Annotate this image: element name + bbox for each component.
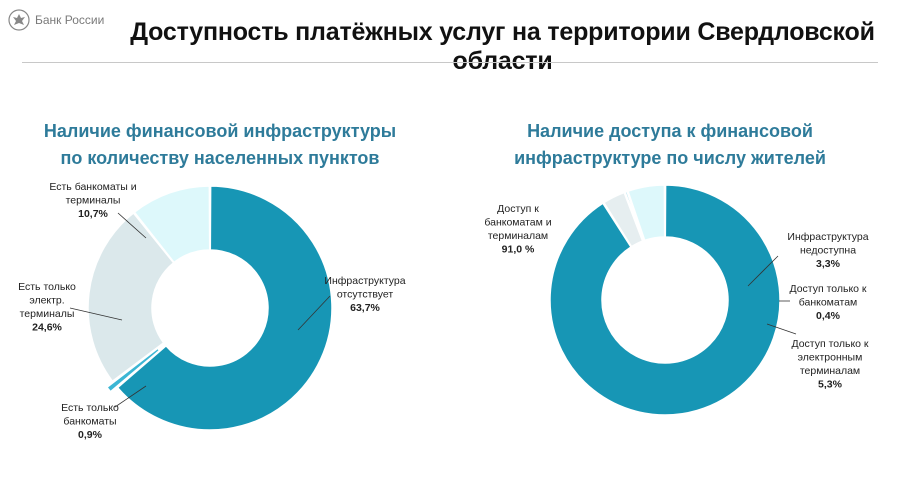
- chart-title-line: Наличие финансовой инфраструктуры: [43, 121, 397, 141]
- slice-label-line: банкоматам и: [484, 217, 551, 229]
- title-divider: [22, 62, 878, 63]
- slice-label-line: электр.: [29, 295, 64, 307]
- donut-slice: [87, 211, 175, 383]
- slice-value: 3,3%: [816, 258, 841, 270]
- slice-label-line: терминалы: [20, 308, 75, 320]
- slice-value: 10,7%: [78, 208, 108, 220]
- slice-value: 91,0 %: [502, 244, 535, 256]
- chart-title-left: Наличие финансовой инфраструктуры по кол…: [0, 118, 440, 172]
- slice-label-line: банкоматы: [63, 416, 116, 428]
- leader-line: [117, 212, 147, 239]
- chart-title-line: инфраструктуре по числу жителей: [514, 148, 826, 168]
- chart-title-line: Наличие доступа к финансовой: [527, 121, 813, 141]
- slice-label-line: терминалам: [488, 230, 548, 242]
- slice-label-line: Есть только: [61, 402, 119, 414]
- slice-value: 5,3%: [818, 379, 843, 391]
- slice-label-line: Доступ к: [497, 203, 539, 215]
- donut-slice: [627, 184, 666, 242]
- leader-line: [747, 255, 779, 287]
- donut-slice: [133, 185, 211, 264]
- donut-chart-1: Инфраструктура отсутствует 63,7% Есть тольк…: [18, 181, 406, 441]
- slice-label-line: банкоматам: [799, 297, 858, 309]
- eagle-emblem-icon: [8, 9, 30, 31]
- slice-label-line: Есть только: [18, 281, 76, 293]
- slice-value: 0,9%: [78, 429, 103, 441]
- slice-label-line: электронным: [798, 352, 863, 364]
- slice-label-line: Доступ только к: [791, 338, 868, 350]
- bank-logo: Банк России: [8, 8, 104, 32]
- page-title: Доступность платёжных услуг на территори…: [130, 18, 875, 75]
- slice-label: Есть банкоматы и терминалы 10,7%: [49, 181, 136, 220]
- slice-label: Есть только банкоматы 0,9%: [61, 402, 119, 441]
- leader-line: [114, 385, 147, 408]
- slice-label: Инфраструктура недоступна 3,3%: [787, 231, 868, 270]
- slice-label: Есть только электр. терминалы 24,6%: [18, 281, 76, 334]
- logo-text: Банк России: [35, 13, 105, 27]
- slice-label-line: Доступ только к: [789, 283, 866, 295]
- slice-value: 63,7%: [350, 302, 380, 314]
- donut-slice: [549, 184, 781, 416]
- slice-label-line: Есть банкоматы и: [49, 181, 136, 193]
- donut-slice: [116, 185, 333, 431]
- slice-label: Доступ к банкоматам и терминалам 91,0 %: [484, 203, 551, 256]
- slice-value: 24,6%: [32, 322, 62, 334]
- slice-label-line: Инфраструктура: [324, 275, 405, 287]
- slice-label: Инфраструктура отсутствует 63,7%: [324, 275, 405, 314]
- slice-label: Доступ только к банкоматам 0,4%: [789, 283, 866, 322]
- slice-label: Доступ только к электронным терминалам 5,3%: [791, 338, 868, 391]
- slice-label-line: недоступна: [800, 245, 856, 257]
- slice-label-line: отсутствует: [337, 289, 394, 301]
- chart-title-line: по количеству населенных пунктов: [60, 148, 380, 168]
- leader-line: [297, 295, 331, 331]
- slice-label-line: Инфраструктура: [787, 231, 868, 243]
- donut-slice: [105, 347, 161, 393]
- leader-line: [69, 307, 123, 321]
- donut-chart-2: Доступ к банкоматам и терминалам 91,0 %Инфр…: [484, 184, 869, 416]
- leader-line: [766, 323, 797, 335]
- slice-value: 0,4%: [816, 310, 841, 322]
- slice-label-line: терминалам: [800, 365, 860, 377]
- chart-title-right: Наличие доступа к финансовой инфраструкт…: [450, 118, 890, 172]
- slice-label-line: терминалы: [66, 195, 121, 207]
